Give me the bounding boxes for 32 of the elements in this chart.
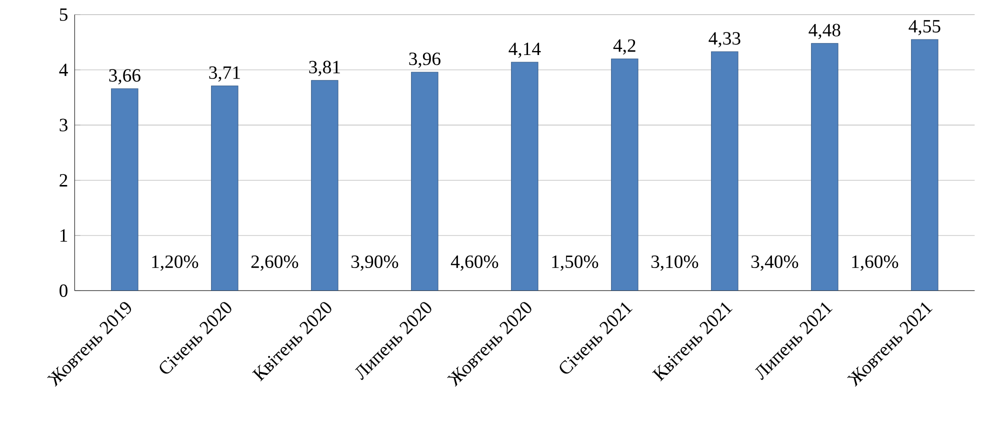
bar — [211, 86, 238, 291]
annotation: 3,10% — [651, 255, 698, 271]
data-label: 4,2 — [613, 39, 636, 55]
data-label: 3,96 — [409, 52, 440, 68]
data-label: 3,81 — [309, 60, 340, 76]
data-label: 4,14 — [508, 42, 541, 58]
y-tick-label: 3 — [60, 118, 68, 132]
data-label: 4,55 — [908, 20, 940, 36]
annotation: 1,50% — [552, 255, 598, 271]
annotation: 3,40% — [751, 255, 798, 271]
bar — [511, 62, 538, 291]
bar — [411, 72, 438, 291]
data-label: 3,71 — [209, 66, 240, 82]
annotation: 2,60% — [251, 255, 298, 271]
bar — [611, 58, 638, 291]
data-label: 4,48 — [808, 24, 840, 40]
bar — [111, 88, 138, 291]
annotation: 1,60% — [852, 255, 898, 271]
y-tick-label: 0 — [60, 284, 68, 297]
annotation: 4,60% — [450, 255, 498, 271]
y-tick-label: 4 — [59, 64, 68, 76]
annotation: 3,90% — [351, 255, 398, 271]
y-tick-label: 5 — [60, 8, 68, 21]
bar — [811, 43, 838, 291]
data-label: 3,66 — [109, 69, 140, 84]
bar — [311, 80, 338, 291]
y-tick-label: 2 — [60, 174, 68, 186]
y-tick-label: 1 — [60, 229, 68, 242]
data-label: 4,33 — [708, 32, 740, 48]
bar — [911, 39, 938, 291]
bar — [711, 51, 738, 291]
annotation: 1,20% — [152, 255, 198, 271]
